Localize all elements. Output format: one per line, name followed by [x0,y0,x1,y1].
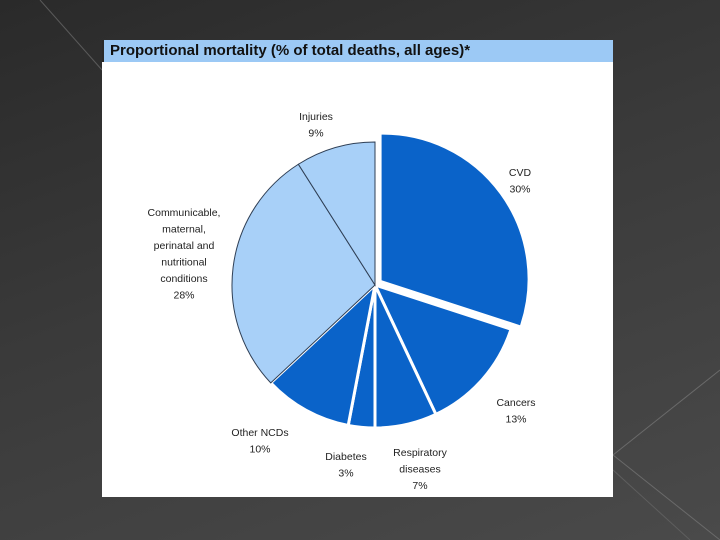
slice-label-respiratory-diseases: Respiratory diseases 7% [393,447,447,492]
chart-panel: Proportional mortality (% of total death… [102,40,613,497]
slice-label-cvd: CVD 30% [509,167,532,196]
pie-slice-cvd [381,134,528,326]
pie-slice-communicable-maternal-perinatal-and-nutritional-conditions [231,163,376,384]
pie-chart: CVD 30% Cancers 13% Respiratory diseases 7% Dia… [148,111,536,492]
slice-label-diabetes: Diabetes 3% [325,451,366,480]
pie-slice-cancers [372,282,513,417]
slice-label-other-ncds: Other NCDs 10% [231,427,288,456]
chart-title: Proportional mortality (% of total death… [110,42,471,59]
slice-label-communicable-maternal-perinatal-and-nutritional-conditions: Communicable, maternal, perinatal and nutri… [148,207,221,302]
pie-slice-injuries [297,141,376,287]
slice-label-injuries: Injuries 9% [299,111,333,140]
chart-title-bar: Proportional mortality (% of total death… [102,40,613,62]
pie-slice-other-ncds [268,280,378,428]
slice-label-cancers: Cancers 13% [496,397,535,426]
